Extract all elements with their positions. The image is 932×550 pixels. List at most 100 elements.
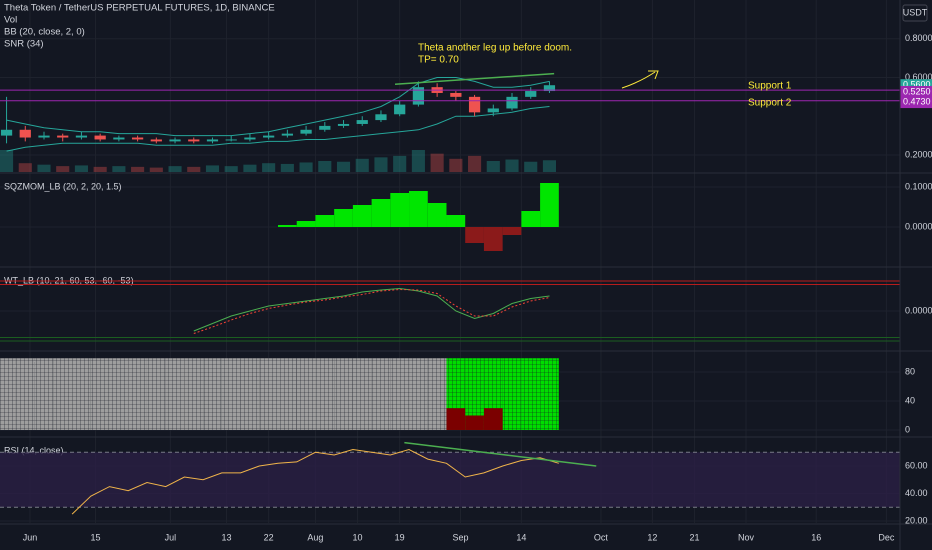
candle-body	[225, 139, 237, 141]
volume-bar	[318, 161, 332, 172]
candle-body	[0, 129, 13, 136]
y-tick-label: 0.8000	[905, 33, 932, 43]
bar	[521, 211, 541, 227]
candle-body	[150, 139, 162, 142]
panel-title: SQZMOM_LB (20, 2, 20, 1.5)	[4, 181, 122, 191]
y-tick-label: 0.2000	[905, 149, 932, 159]
currency[interactable]: USDT	[903, 7, 928, 17]
volume-bar	[187, 166, 201, 172]
bar-grid	[203, 358, 222, 430]
y-tick-label: 40.00	[905, 488, 928, 498]
bar	[334, 209, 353, 227]
bar-grid	[184, 358, 204, 430]
x-tick-label: 22	[264, 532, 274, 542]
x-tick-label: Jun	[23, 532, 38, 542]
candle-body	[75, 135, 88, 138]
y-tick-label: 80	[905, 366, 915, 376]
volume-bar	[74, 165, 88, 172]
candle-body	[206, 139, 219, 142]
bar-grid	[15, 358, 35, 430]
x-tick-label: 16	[811, 532, 821, 542]
candle-body	[412, 87, 425, 105]
candle-body	[169, 139, 181, 142]
bar	[540, 183, 559, 227]
bar	[315, 215, 335, 227]
trendline	[394, 72, 555, 86]
x-tick-label: Jul	[165, 532, 177, 542]
volume-bar	[37, 164, 51, 172]
bar-grid	[0, 358, 16, 430]
volume-bar	[262, 163, 276, 172]
candle-body	[38, 135, 50, 138]
volume-bar	[243, 164, 257, 172]
overlay-bar	[446, 408, 466, 430]
rsi-line	[71, 448, 559, 515]
candle-body	[487, 108, 499, 113]
symbol-title: Theta Token / TetherUS PERPETUAL FUTURES…	[4, 3, 275, 14]
volume-bar	[486, 161, 500, 172]
candle-body	[543, 85, 556, 92]
x-tick-label: 13	[222, 532, 232, 542]
x-tick-label: Sep	[453, 532, 469, 542]
candle-body	[319, 125, 331, 130]
support-label: Support 1	[748, 81, 792, 92]
volume-bar	[93, 166, 107, 172]
volume-bar	[505, 159, 519, 172]
volume-bar	[149, 167, 163, 172]
x-tick-label: 14	[516, 532, 526, 542]
bar	[296, 221, 316, 227]
indicator-label: BB (20, close, 2, 0)	[4, 27, 85, 38]
candle-body	[375, 114, 387, 121]
x-tick-label: Aug	[307, 532, 323, 542]
bar-grid	[146, 358, 166, 430]
volume-bar	[131, 166, 145, 172]
support-label: Support 2	[748, 97, 792, 108]
overlay-bar	[465, 415, 484, 430]
volume-bar	[393, 155, 407, 172]
panel-title: RSI (14, close)	[4, 445, 64, 455]
bar-grid	[259, 358, 279, 430]
bar-grid	[109, 358, 129, 430]
bar-grid	[278, 358, 297, 430]
candle-body	[281, 133, 293, 136]
bb-lower	[6, 106, 550, 152]
arrow	[621, 70, 659, 89]
bar	[409, 191, 428, 227]
annotation: TP= 0.70	[418, 55, 459, 66]
y-tick-label: 20.00	[905, 515, 928, 525]
price-label: 0.4730	[903, 96, 931, 106]
candle-body	[94, 135, 106, 140]
x-tick-label: 21	[690, 532, 700, 542]
bar-grid	[90, 358, 110, 430]
volume-bar	[168, 166, 182, 172]
bar	[278, 225, 297, 227]
candle-body	[525, 91, 537, 97]
y-tick-label: 40	[905, 395, 915, 405]
bar-grid	[409, 358, 428, 430]
trendline	[404, 441, 597, 467]
bar-grid	[128, 358, 147, 430]
bar	[465, 227, 484, 243]
volume-bar	[0, 150, 14, 172]
bar-grid	[502, 358, 522, 430]
y-tick-label: 0.0000	[905, 305, 932, 315]
y-tick-label: 0	[905, 424, 910, 434]
panel-title: WT_LB (10, 21, 60, 53, -60, -53)	[4, 275, 134, 285]
candle-body	[450, 92, 462, 97]
bar-grid	[34, 358, 54, 430]
y-tick-label: 0.0000	[905, 221, 932, 231]
volume-bar	[336, 161, 351, 172]
candle-body	[356, 120, 368, 124]
x-tick-label: 12	[647, 532, 657, 542]
bb-upper	[6, 77, 550, 137]
bar	[371, 199, 391, 227]
volume-bar	[355, 158, 369, 172]
wt-line	[193, 287, 550, 332]
bar-grid	[371, 358, 391, 430]
overlay-bar	[483, 408, 503, 430]
bar-grid	[53, 358, 73, 430]
currency-box[interactable]	[902, 4, 928, 22]
bar	[502, 227, 522, 235]
